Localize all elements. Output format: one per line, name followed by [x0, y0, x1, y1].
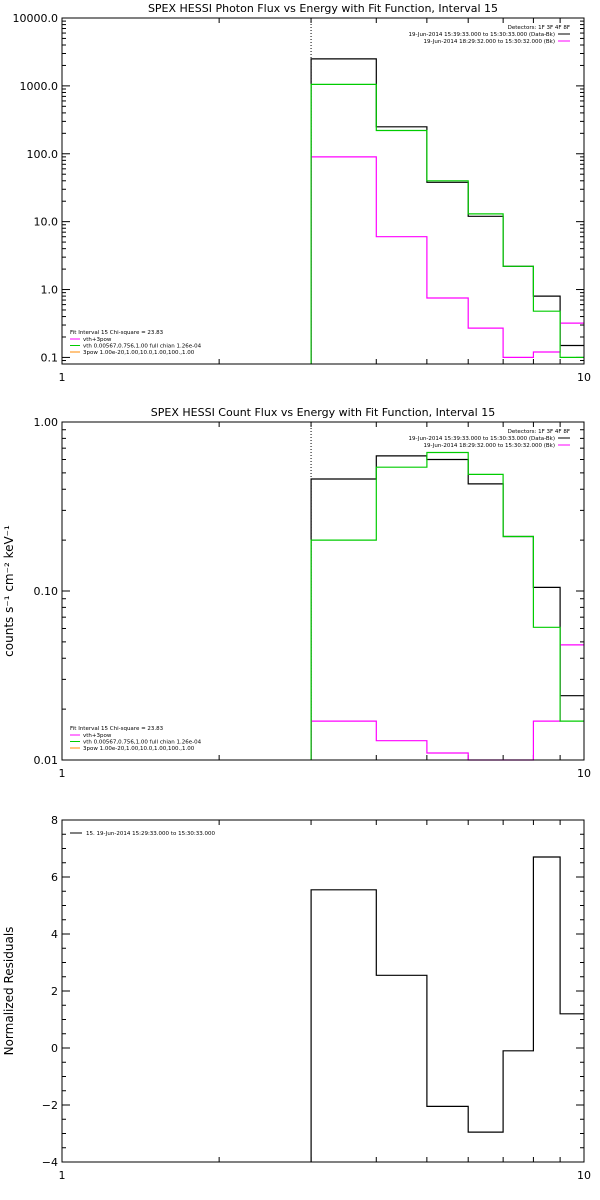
y-axis-label: counts s⁻¹ cm⁻² keV⁻¹ — [2, 525, 16, 657]
legend-entry: 19-Jun-2014 18:29:32.000 to 15:30:32.000… — [423, 39, 555, 45]
fit-legend-entry: vth+3pow — [83, 337, 112, 343]
series-line-3 — [310, 451, 584, 760]
y-tick-label: 10.0 — [34, 216, 59, 229]
chart-panel-1: SPEX HESSI Photon Flux vs Energy with Fi… — [13, 2, 592, 384]
legend-header: Detectors: 1F 3F 4F 8F — [508, 25, 570, 31]
y-tick-label: 100.0 — [27, 148, 59, 161]
fit-legend-entry: vth 0.00567,0.756,1.00 full chian 1.26e-… — [83, 344, 202, 350]
fit-legend-header: Fit Interval 15 Chi-square = 23.83 — [70, 330, 164, 336]
x-tick-label: 10 — [577, 371, 591, 384]
chart-title: SPEX HESSI Photon Flux vs Energy with Fi… — [148, 2, 498, 15]
x-tick-label: 1 — [59, 371, 66, 384]
legend-entry: 15. 19-Jun-2014 15:29:33.000 to 15:30:33… — [86, 831, 216, 837]
series-line-1 — [310, 856, 584, 1162]
plot-frame — [61, 17, 585, 365]
y-tick-label: −4 — [42, 1156, 58, 1169]
series-line-3 — [310, 83, 584, 364]
x-tick-label: 1 — [59, 1169, 66, 1182]
legend-entry: 19-Jun-2014 15:39:33.000 to 15:30:33.000… — [409, 32, 555, 38]
x-tick-label: 10 — [577, 767, 591, 780]
plot-frame — [61, 421, 585, 761]
legend-entry: 19-Jun-2014 15:39:33.000 to 15:30:33.000… — [409, 436, 555, 442]
chart-panel-3: 8 6 4 2 0 −2 −41 10 Normalized Residuals 15. 19-J… — [2, 814, 591, 1182]
y-tick-label: 1000.0 — [20, 80, 59, 93]
series-line-1 — [310, 58, 584, 364]
y-tick-label: 0.01 — [34, 754, 59, 767]
y-tick-label: 0 — [51, 1042, 58, 1055]
y-tick-label: 10000.0 — [13, 12, 59, 25]
series-line-1 — [310, 455, 584, 760]
series-line-2 — [310, 644, 584, 761]
plot-frame — [61, 819, 585, 1163]
y-tick-label: 8 — [51, 814, 58, 827]
y-tick-label: 1.00 — [34, 416, 59, 429]
fit-legend-entry: 3pow 1.00e-20,1.00,10.0,1.00,100.,1.00 — [83, 746, 195, 752]
y-tick-label: 0.1 — [41, 351, 59, 364]
chart-panel-2: SPEX HESSI Count Flux vs Energy with Fit… — [2, 406, 591, 780]
legend-header: Detectors: 1F 3F 4F 8F — [508, 429, 570, 435]
fit-legend-header: Fit Interval 15 Chi-square = 23.83 — [70, 726, 164, 732]
fit-legend-entry: vth 0.00567,0.756,1.00 full chian 1.26e-… — [83, 740, 202, 746]
x-tick-label: 1 — [59, 767, 66, 780]
y-tick-label: 2 — [51, 985, 58, 998]
y-tick-label: 0.10 — [34, 585, 59, 598]
y-tick-label: −2 — [42, 1099, 58, 1112]
legend-entry: 19-Jun-2014 18:29:32.000 to 15:30:32.000… — [423, 443, 555, 449]
chart-title: SPEX HESSI Count Flux vs Energy with Fit… — [151, 406, 495, 419]
y-tick-label: 4 — [51, 928, 58, 941]
x-tick-label: 10 — [577, 1169, 591, 1182]
y-tick-label: 6 — [51, 871, 58, 884]
series-line-2 — [310, 156, 584, 364]
y-axis-label: Normalized Residuals — [2, 927, 16, 1056]
fit-legend-entry: vth+3pow — [83, 733, 112, 739]
fit-legend-entry: 3pow 1.00e-20,1.00,10.0,1.00,100.,1.00 — [83, 350, 195, 356]
y-tick-label: 1.0 — [41, 284, 59, 297]
